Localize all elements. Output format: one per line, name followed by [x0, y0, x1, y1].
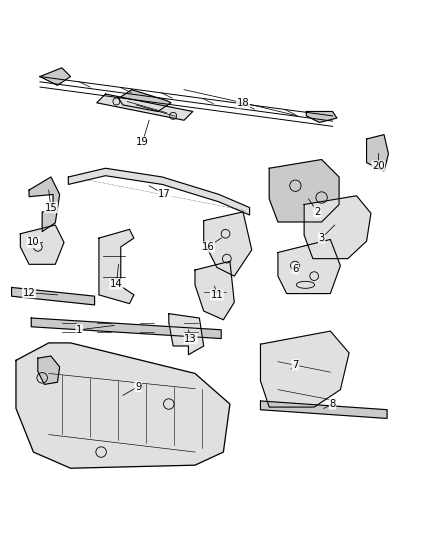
Text: 16: 16 — [202, 242, 215, 252]
Polygon shape — [204, 212, 252, 276]
Polygon shape — [68, 168, 250, 215]
Polygon shape — [261, 331, 349, 407]
Polygon shape — [16, 343, 230, 468]
Text: 7: 7 — [292, 360, 299, 370]
Polygon shape — [169, 313, 204, 354]
Polygon shape — [97, 94, 193, 120]
Text: 20: 20 — [372, 161, 385, 171]
Polygon shape — [278, 239, 340, 294]
Polygon shape — [20, 225, 64, 264]
Polygon shape — [40, 68, 71, 85]
Polygon shape — [304, 196, 371, 259]
Text: 11: 11 — [210, 290, 223, 300]
Text: 10: 10 — [27, 238, 40, 247]
Text: 12: 12 — [23, 288, 35, 298]
Text: 15: 15 — [45, 203, 57, 213]
Text: 18: 18 — [237, 98, 249, 108]
Text: 17: 17 — [158, 189, 171, 199]
Polygon shape — [119, 90, 171, 111]
Polygon shape — [367, 135, 389, 171]
Text: 1: 1 — [76, 325, 82, 335]
Polygon shape — [261, 401, 387, 418]
Polygon shape — [99, 229, 134, 304]
Text: 6: 6 — [292, 264, 299, 273]
Text: 14: 14 — [110, 279, 123, 289]
Text: 19: 19 — [136, 137, 149, 147]
Text: 13: 13 — [184, 334, 197, 344]
Polygon shape — [29, 177, 60, 231]
Text: 9: 9 — [135, 382, 141, 392]
Polygon shape — [195, 261, 234, 320]
Text: 8: 8 — [329, 399, 336, 409]
Polygon shape — [31, 318, 221, 338]
Text: 2: 2 — [314, 207, 321, 217]
Text: 3: 3 — [318, 233, 325, 243]
Polygon shape — [38, 356, 60, 384]
Polygon shape — [269, 159, 339, 222]
Polygon shape — [306, 111, 337, 123]
Polygon shape — [12, 287, 95, 305]
